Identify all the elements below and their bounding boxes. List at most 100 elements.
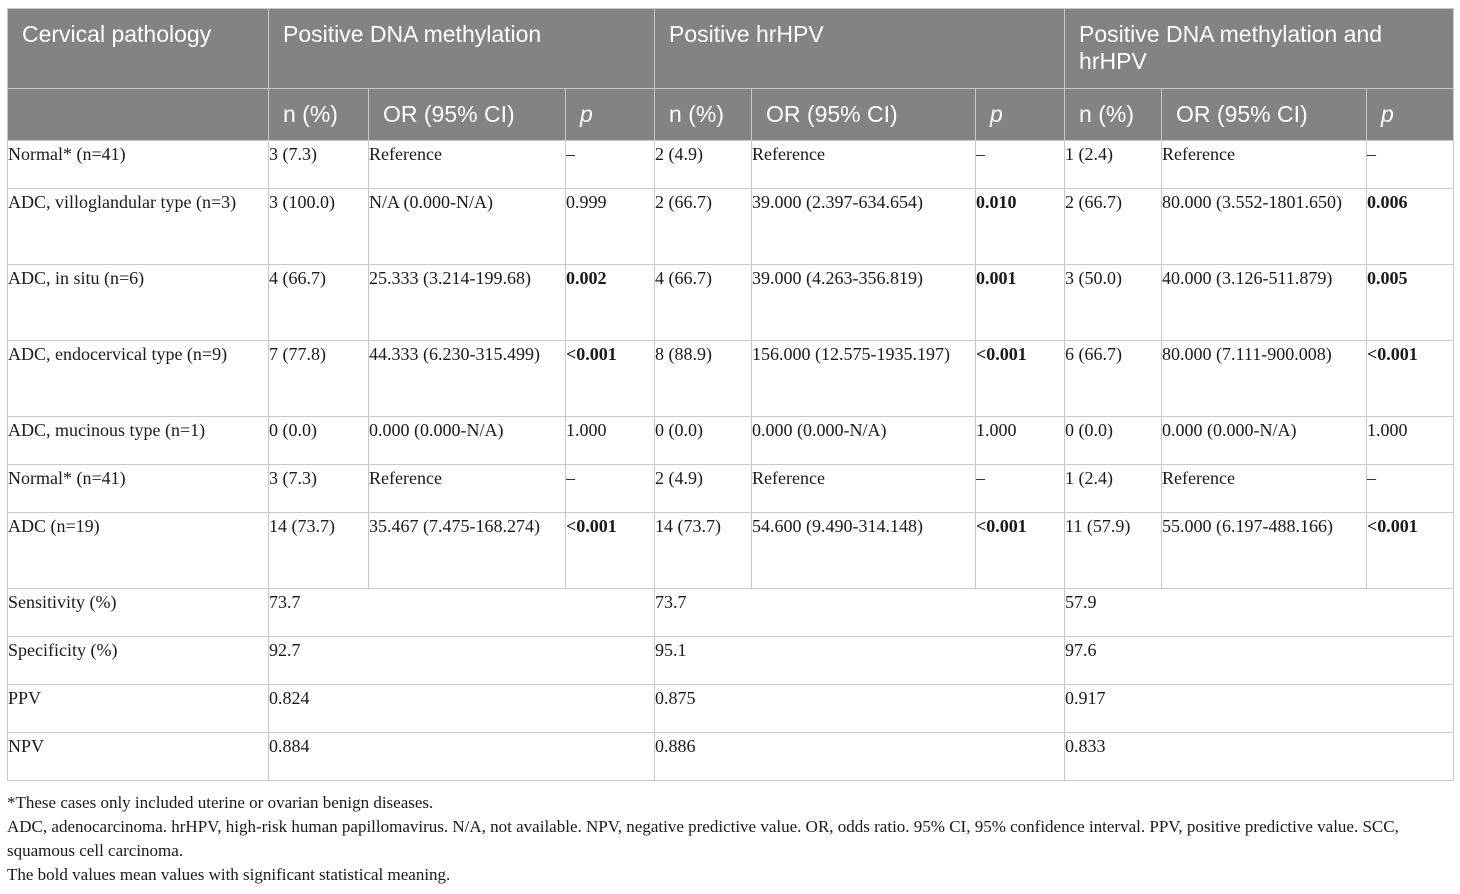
p-value-cell: <0.001: [1366, 512, 1455, 589]
p-value-cell: 0.006: [1366, 188, 1455, 265]
p-value-cell: <0.001: [564, 512, 656, 589]
metric-value: 73.7: [267, 588, 656, 637]
n-percent-cell: 8 (88.9): [654, 340, 753, 417]
header-odds-ratio: OR (95% CI): [1161, 88, 1368, 141]
footnote-abbreviations: ADC, adenocarcinoma. hrHPV, high-risk hu…: [7, 817, 1399, 860]
table-body: Normal* (n=41) 3 (7.3) Reference –2 (4.9) Re…: [7, 140, 1455, 781]
n-percent-cell: 1 (2.4): [1064, 464, 1163, 513]
header-odds-ratio: OR (95% CI): [368, 88, 566, 141]
results-table-container: Cervical pathology Positive DNA methylat…: [7, 8, 1455, 781]
p-value-cell: –: [975, 140, 1066, 189]
results-table: Cervical pathology Positive DNA methylat…: [7, 8, 1455, 781]
table-row: ADC, in situ (n=6) 4 (66.7) 25.333 (3.214-…: [7, 264, 1455, 341]
n-percent-cell: 14 (73.7): [654, 512, 753, 589]
n-percent-cell: 0 (0.0): [268, 416, 369, 465]
metric-row: NPV 0.884 0.886 0.833: [7, 732, 1455, 781]
row-label: ADC, villoglandular type (n=3): [7, 188, 269, 265]
odds-ratio-cell: Reference: [1161, 140, 1368, 189]
metric-row: PPV 0.824 0.875 0.917: [7, 684, 1455, 733]
row-label: ADC, mucinous type (n=1): [7, 416, 269, 465]
n-percent-cell: 2 (4.9): [654, 464, 753, 513]
p-value-cell: –: [564, 140, 656, 189]
odds-ratio-cell: Reference: [751, 464, 977, 513]
p-value-cell: –: [1366, 464, 1455, 513]
metric-value: 0.875: [654, 684, 1066, 733]
header-odds-ratio: OR (95% CI): [751, 88, 977, 141]
table-row: ADC, villoglandular type (n=3) 3 (100.0) N…: [7, 188, 1455, 265]
odds-ratio-cell: 55.000 (6.197-488.166): [1161, 512, 1368, 589]
n-percent-cell: 0 (0.0): [1064, 416, 1163, 465]
p-value-cell: 1.000: [975, 416, 1066, 465]
table-row: ADC, endocervical type (n=9) 7 (77.8) 44.3…: [7, 340, 1455, 417]
odds-ratio-cell: Reference: [368, 140, 566, 189]
p-value-cell: –: [564, 464, 656, 513]
footnote-benign: *These cases only included uterine or ov…: [7, 793, 434, 812]
p-value-cell: 0.001: [975, 264, 1066, 341]
p-value-cell: 1.000: [564, 416, 656, 465]
table-row: ADC (n=19) 14 (73.7) 35.467 (7.475-168.274…: [7, 512, 1455, 589]
header-n-percent: n (%): [268, 88, 369, 141]
n-percent-cell: 3 (7.3): [268, 140, 369, 189]
metric-row: Sensitivity (%) 73.7 73.7 57.9: [7, 588, 1455, 637]
odds-ratio-cell: 0.000 (0.000-N/A): [368, 416, 566, 465]
p-value-cell: –: [975, 464, 1066, 513]
p-value-cell: 0.999: [564, 188, 656, 265]
header-n-percent: n (%): [1064, 88, 1163, 141]
metric-value: 0.886: [654, 732, 1066, 781]
row-label: ADC (n=19): [7, 512, 269, 589]
p-value-cell: –: [1366, 140, 1455, 189]
n-percent-cell: 4 (66.7): [268, 264, 369, 341]
table-footnotes: *These cases only included uterine or ov…: [7, 791, 1457, 887]
table-row: ADC, mucinous type (n=1) 0 (0.0) 0.000 (0.…: [7, 416, 1455, 465]
odds-ratio-cell: 0.000 (0.000-N/A): [751, 416, 977, 465]
header-blank: [7, 88, 269, 141]
metric-row: Specificity (%) 92.7 95.1 97.6: [7, 636, 1455, 685]
p-label: p: [990, 101, 1003, 127]
odds-ratio-cell: 54.600 (9.490-314.148): [751, 512, 977, 589]
metric-label: PPV: [7, 684, 269, 733]
n-percent-cell: 3 (100.0): [268, 188, 369, 265]
row-label: Normal* (n=41): [7, 140, 269, 189]
n-percent-cell: 4 (66.7): [654, 264, 753, 341]
p-value-cell: 1.000: [1366, 416, 1455, 465]
metric-value: 73.7: [654, 588, 1066, 637]
metric-value: 0.884: [267, 732, 656, 781]
metric-value: 97.6: [1064, 636, 1455, 685]
odds-ratio-cell: 80.000 (7.111-900.008): [1161, 340, 1368, 417]
p-value-cell: <0.001: [564, 340, 656, 417]
n-percent-cell: 2 (66.7): [1064, 188, 1163, 265]
header-row-groups: Cervical pathology Positive DNA methylat…: [7, 8, 1455, 89]
row-label: ADC, endocervical type (n=9): [7, 340, 269, 417]
p-label: p: [1381, 101, 1394, 127]
row-label: Normal* (n=41): [7, 464, 269, 513]
metric-label: Sensitivity (%): [7, 588, 269, 637]
n-percent-cell: 11 (57.9): [1064, 512, 1163, 589]
footnote-bold-meaning: The bold values mean values with signifi…: [7, 865, 451, 884]
odds-ratio-cell: 25.333 (3.214-199.68): [368, 264, 566, 341]
n-percent-cell: 0 (0.0): [654, 416, 753, 465]
header-group-combined: Positive DNA methylation and hrHPV: [1064, 8, 1455, 89]
table-row: Normal* (n=41) 3 (7.3) Reference –2 (4.9) Re…: [7, 140, 1455, 189]
metric-value: 0.824: [267, 684, 656, 733]
p-value-cell: 0.002: [564, 264, 656, 341]
n-percent-cell: 6 (66.7): [1064, 340, 1163, 417]
metric-value: 0.833: [1064, 732, 1455, 781]
p-value-cell: <0.001: [1366, 340, 1455, 417]
odds-ratio-cell: 39.000 (4.263-356.819): [751, 264, 977, 341]
metric-value: 95.1: [654, 636, 1066, 685]
header-cervical-pathology: Cervical pathology: [7, 8, 269, 89]
odds-ratio-cell: Reference: [1161, 464, 1368, 513]
p-value-cell: 0.010: [975, 188, 1066, 265]
odds-ratio-cell: Reference: [368, 464, 566, 513]
odds-ratio-cell: 35.467 (7.475-168.274): [368, 512, 566, 589]
row-label: ADC, in situ (n=6): [7, 264, 269, 341]
p-value-cell: 0.005: [1366, 264, 1455, 341]
n-percent-cell: 1 (2.4): [1064, 140, 1163, 189]
header-p-value: p: [975, 88, 1066, 141]
metric-value: 57.9: [1064, 588, 1455, 637]
odds-ratio-cell: 39.000 (2.397-634.654): [751, 188, 977, 265]
header-n-percent: n (%): [654, 88, 753, 141]
odds-ratio-cell: 80.000 (3.552-1801.650): [1161, 188, 1368, 265]
n-percent-cell: 3 (7.3): [268, 464, 369, 513]
header-row-subcolumns: n (%) OR (95% CI) p n (%) OR (95% CI) p …: [7, 88, 1455, 141]
